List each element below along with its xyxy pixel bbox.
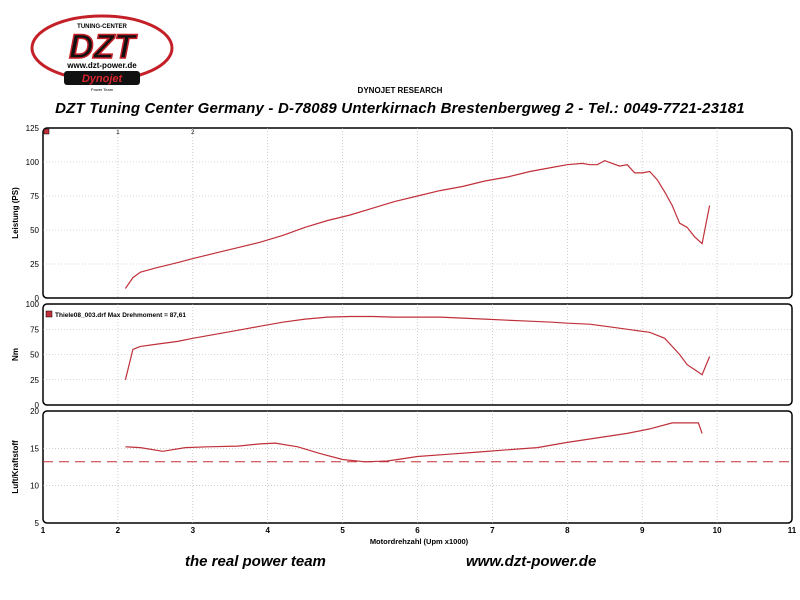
logo-partner: Dynojet — [82, 73, 124, 85]
x-axis-label: Motordrehzahl (Upm x1000) — [370, 537, 469, 546]
series-line — [124, 159, 711, 289]
x-tick-label: 5 — [340, 526, 345, 535]
y-tick-label: 20 — [30, 407, 39, 416]
y-tick-label: 15 — [30, 444, 39, 453]
x-tick-label: 3 — [191, 526, 196, 535]
y-axis-label: Luft/Kraftstoff — [11, 440, 20, 494]
run-marker-box — [43, 128, 50, 135]
footer-website: www.dzt-power.de — [466, 553, 597, 570]
run-marker: 2 — [191, 130, 195, 136]
y-tick-label: 100 — [26, 158, 40, 167]
legend-swatch — [45, 310, 53, 318]
y-tick-label: 125 — [26, 124, 40, 133]
x-tick-label: 2 — [116, 526, 121, 535]
y-tick-label: 0 — [35, 401, 40, 410]
logo-brand-small: TUNING-CENTER — [77, 24, 127, 30]
y-tick-label: 5 — [35, 519, 40, 528]
series-line — [125, 422, 703, 463]
y-tick-label: 25 — [30, 260, 39, 269]
y-tick-label: 50 — [30, 351, 39, 360]
legend-label: Thiele08_003.drf Max Drehmoment = 87,61 — [55, 312, 186, 319]
y-tick-label: 25 — [30, 376, 39, 385]
logo-brand: DZT — [69, 28, 138, 66]
y-tick-label: 50 — [30, 226, 39, 235]
report-title: DYNOJET RESEARCH — [357, 86, 443, 95]
footer-slogan: the real power team — [185, 553, 326, 570]
logo-url: www.dzt-power.de — [66, 61, 137, 70]
x-tick-label: 4 — [265, 526, 270, 535]
x-tick-label: 10 — [713, 526, 722, 535]
y-tick-label: 10 — [30, 482, 39, 491]
y-tick-label: 75 — [30, 192, 39, 201]
logo-partner-small: Power Team — [91, 87, 114, 92]
x-tick-label: 6 — [415, 526, 420, 535]
x-tick-label: 9 — [640, 526, 645, 535]
dzt-logo-graphic: TUNING-CENTER DZT www.dzt-power.de Dynoj… — [30, 14, 174, 92]
x-tick-label: 8 — [565, 526, 570, 535]
x-tick-label: 11 — [788, 526, 797, 535]
y-tick-label: 75 — [30, 325, 39, 334]
panel-frame-3 — [42, 410, 793, 524]
x-tick-label: 1 — [41, 526, 46, 535]
y-axis-label: Leistung (PS) — [11, 187, 20, 239]
company-address: DZT Tuning Center Germany - D-78089 Unte… — [55, 100, 745, 117]
y-axis-label: Nm — [11, 348, 20, 361]
series-line — [124, 315, 711, 380]
dzt-logo: TUNING-CENTER DZT www.dzt-power.de Dynoj… — [30, 12, 175, 94]
y-tick-label: 100 — [26, 300, 40, 309]
y-tick-label: 0 — [35, 294, 40, 303]
run-marker: 1 — [116, 130, 120, 136]
x-tick-label: 7 — [490, 526, 495, 535]
